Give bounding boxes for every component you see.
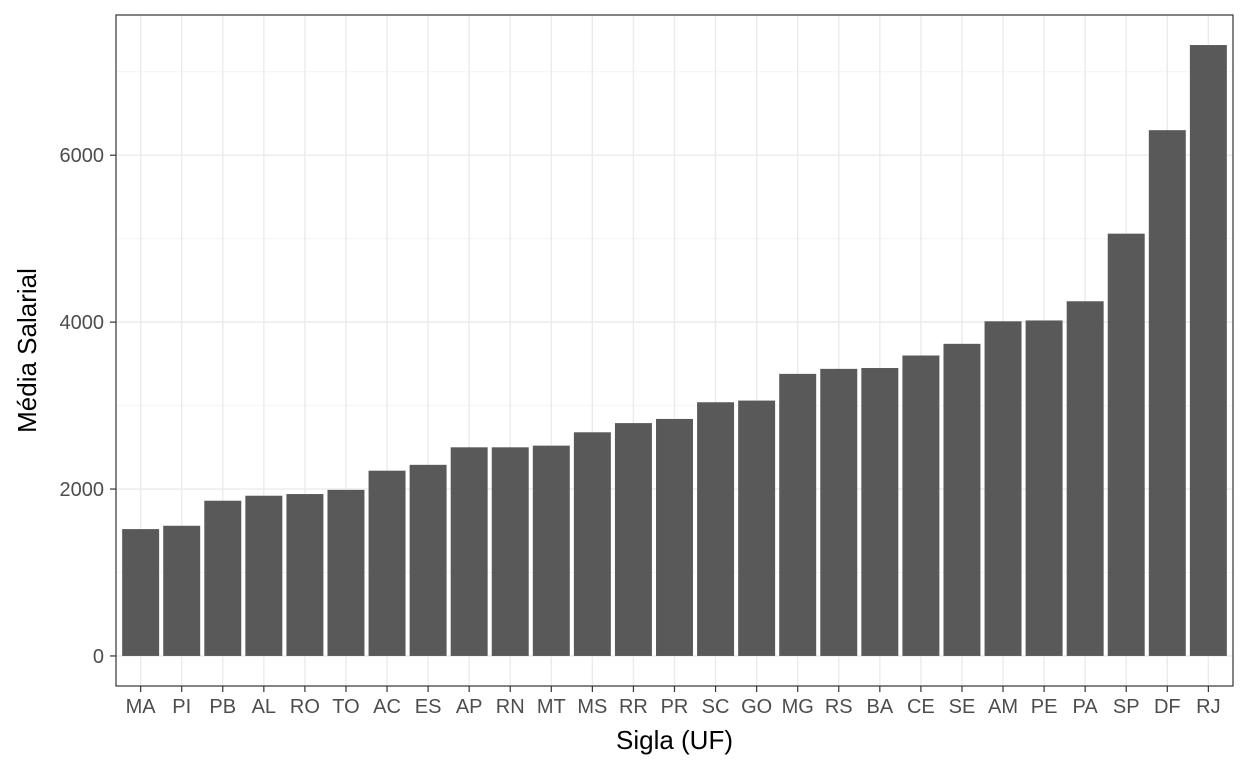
- bar-ac: [368, 470, 406, 656]
- x-tick-label: GO: [741, 696, 772, 718]
- x-tick-label: PA: [1073, 696, 1099, 718]
- bar-to: [327, 489, 365, 656]
- x-tick-label: AC: [373, 696, 401, 718]
- y-axis-title: Média Salarial: [12, 268, 42, 433]
- x-tick-label: SC: [702, 696, 730, 718]
- x-tick-label: RO: [290, 696, 320, 718]
- x-tick-label: TO: [332, 696, 359, 718]
- x-tick-label: MS: [577, 696, 607, 718]
- bar-es: [409, 464, 447, 656]
- bar-pb: [204, 500, 242, 656]
- x-tick-label: SP: [1113, 696, 1140, 718]
- x-tick-label: AM: [988, 696, 1018, 718]
- bar-rn: [491, 447, 529, 656]
- y-tick-label: 2000: [60, 479, 105, 501]
- bar-se: [943, 343, 981, 656]
- bar-ms: [573, 432, 611, 656]
- x-tick-label: DF: [1154, 696, 1181, 718]
- bars: [122, 45, 1227, 656]
- bar-sp: [1107, 233, 1145, 656]
- axis-ticks: [110, 154, 1209, 692]
- x-tick-label: CE: [907, 696, 935, 718]
- bar-pi: [163, 525, 201, 656]
- x-tick-label: RR: [619, 696, 648, 718]
- x-tick-label: MG: [782, 696, 814, 718]
- x-tick-label: ES: [415, 696, 442, 718]
- x-tick-label: PE: [1031, 696, 1058, 718]
- bar-df: [1148, 130, 1186, 656]
- bar-ma: [122, 529, 160, 656]
- bar-ce: [902, 355, 940, 656]
- bar-rr: [614, 423, 652, 656]
- y-axis-tick-labels: 0 2000 4000 6000: [60, 145, 105, 668]
- x-tick-label: SE: [949, 696, 976, 718]
- bar-pr: [656, 418, 693, 656]
- x-tick-label: PR: [661, 696, 689, 718]
- x-axis-tick-labels: MA PI PB AL RO TO AC ES AP RN MT MS RR PR SC GO MG RS BA CE…: [126, 696, 1221, 718]
- x-tick-label: RN: [496, 696, 525, 718]
- x-tick-label: RS: [825, 696, 853, 718]
- x-tick-label: RJ: [1196, 696, 1220, 718]
- bar-ap: [450, 447, 488, 656]
- bar-ba: [861, 368, 899, 656]
- bar-mt: [532, 445, 570, 656]
- bar-pa: [1066, 301, 1104, 656]
- x-axis-title: Sigla (UF): [616, 725, 733, 755]
- bar-pe: [1025, 320, 1063, 656]
- x-tick-label: AP: [456, 696, 483, 718]
- x-tick-label: PB: [209, 696, 236, 718]
- bar-rj: [1189, 45, 1227, 656]
- bar-rs: [820, 368, 858, 656]
- x-tick-label: BA: [866, 696, 893, 718]
- bar-sc: [697, 402, 735, 656]
- bar-mg: [779, 373, 817, 656]
- bar-go: [738, 400, 776, 656]
- bar-al: [245, 495, 283, 656]
- y-tick-label: 4000: [60, 312, 105, 334]
- x-tick-label: MT: [537, 696, 566, 718]
- bar-ro: [286, 494, 324, 656]
- x-tick-label: PI: [172, 696, 191, 718]
- x-tick-label: AL: [252, 696, 276, 718]
- x-tick-label: MA: [126, 696, 157, 718]
- y-tick-label: 6000: [60, 145, 105, 167]
- y-tick-label: 0: [93, 646, 104, 668]
- bar-am: [984, 321, 1022, 656]
